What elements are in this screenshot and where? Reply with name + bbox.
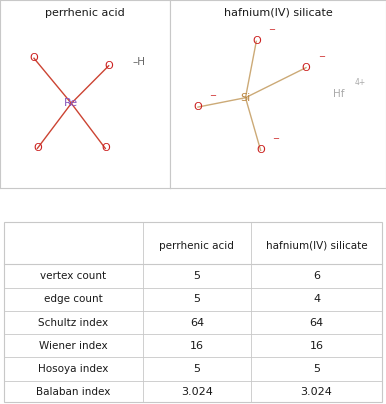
- Text: 5: 5: [313, 364, 320, 374]
- Text: edge count: edge count: [44, 294, 103, 304]
- Text: 16: 16: [310, 341, 323, 351]
- Text: 6: 6: [313, 271, 320, 281]
- Text: perrhenic acid: perrhenic acid: [45, 8, 125, 17]
- Text: O: O: [104, 61, 113, 71]
- Text: O: O: [101, 143, 110, 154]
- Text: 4+: 4+: [354, 78, 366, 87]
- Text: 4: 4: [313, 294, 320, 304]
- Text: −: −: [210, 91, 217, 100]
- Text: Balaban index: Balaban index: [36, 387, 110, 398]
- Text: 3.024: 3.024: [301, 387, 332, 398]
- Text: 64: 64: [190, 318, 204, 328]
- Text: hafnium(IV) silicate: hafnium(IV) silicate: [266, 241, 367, 251]
- Text: 3.024: 3.024: [181, 387, 213, 398]
- Text: 16: 16: [190, 341, 204, 351]
- Text: −: −: [318, 52, 325, 61]
- Text: Re: Re: [64, 98, 78, 108]
- Text: perrhenic acid: perrhenic acid: [159, 241, 234, 251]
- Text: vertex count: vertex count: [40, 271, 107, 281]
- Text: Si: Si: [240, 93, 251, 103]
- Text: O: O: [252, 36, 261, 46]
- Text: O: O: [256, 145, 265, 155]
- Text: 64: 64: [310, 318, 323, 328]
- Text: Wiener index: Wiener index: [39, 341, 108, 351]
- Text: Hosoya index: Hosoya index: [38, 364, 108, 374]
- Text: −: −: [268, 25, 275, 35]
- Text: hafnium(IV) silicate: hafnium(IV) silicate: [223, 8, 332, 17]
- Text: O: O: [33, 143, 42, 154]
- Text: –H: –H: [132, 57, 146, 67]
- Text: Hf: Hf: [333, 89, 344, 99]
- Text: O: O: [301, 63, 310, 73]
- Text: O: O: [30, 53, 38, 63]
- Text: 5: 5: [193, 271, 200, 281]
- Text: Schultz index: Schultz index: [38, 318, 108, 328]
- Text: 5: 5: [193, 294, 200, 304]
- Text: 5: 5: [193, 364, 200, 374]
- Text: O: O: [193, 102, 202, 112]
- Text: −: −: [272, 135, 279, 143]
